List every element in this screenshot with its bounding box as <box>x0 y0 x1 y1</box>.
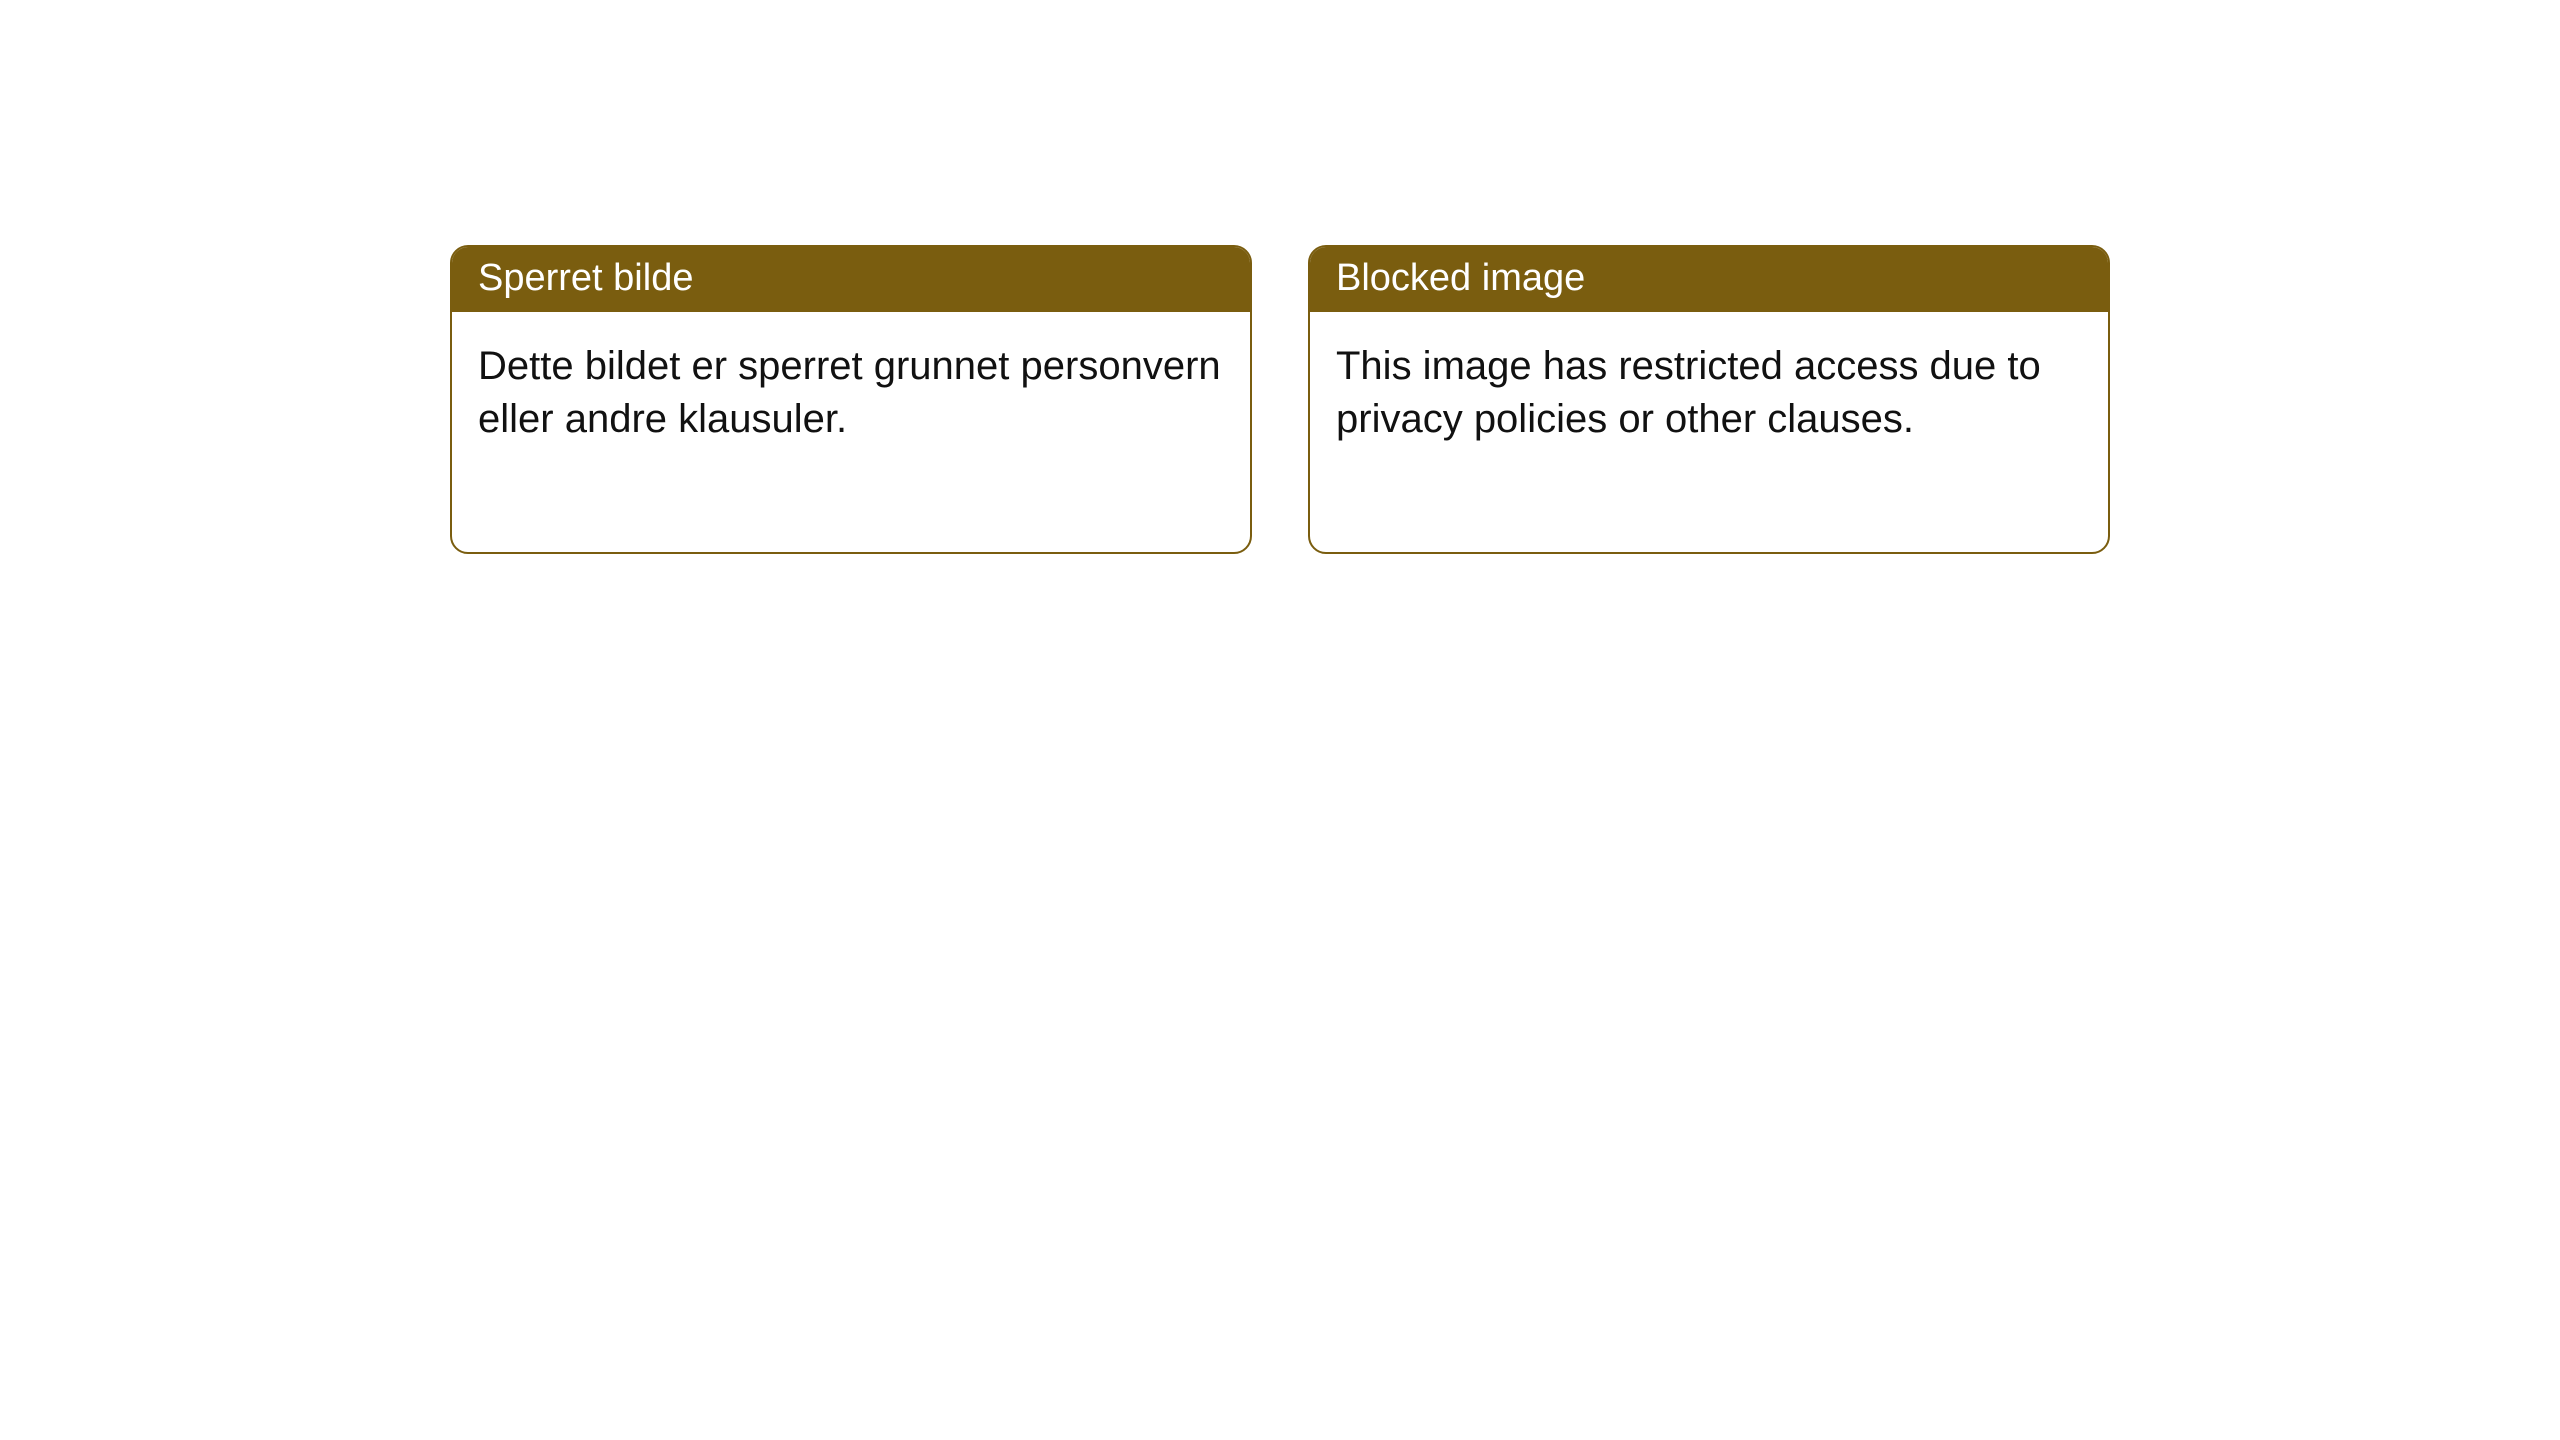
notice-body-text: This image has restricted access due to … <box>1336 344 2041 441</box>
notice-card-norwegian: Sperret bilde Dette bildet er sperret gr… <box>450 245 1252 554</box>
notice-title: Blocked image <box>1336 257 1585 299</box>
notice-body: This image has restricted access due to … <box>1310 312 2108 552</box>
notice-body-text: Dette bildet er sperret grunnet personve… <box>478 344 1221 441</box>
notice-header: Blocked image <box>1310 247 2108 312</box>
notice-container: Sperret bilde Dette bildet er sperret gr… <box>450 245 2110 554</box>
notice-card-english: Blocked image This image has restricted … <box>1308 245 2110 554</box>
notice-header: Sperret bilde <box>452 247 1250 312</box>
notice-title: Sperret bilde <box>478 257 693 299</box>
notice-body: Dette bildet er sperret grunnet personve… <box>452 312 1250 552</box>
